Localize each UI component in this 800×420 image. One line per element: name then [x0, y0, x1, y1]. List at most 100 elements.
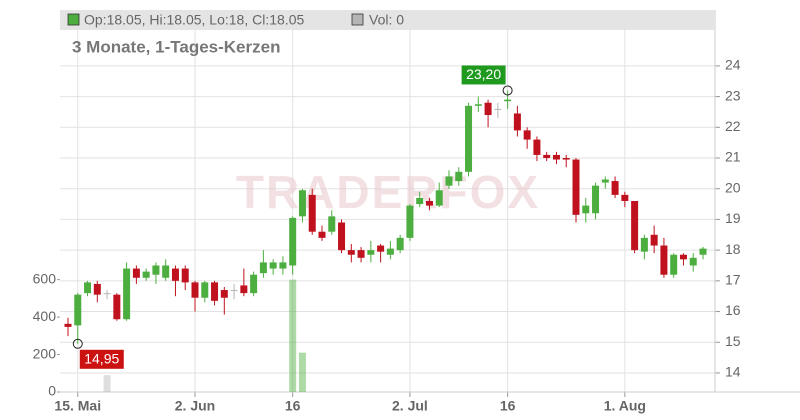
candle-body: [171, 268, 179, 281]
candle-body: [220, 290, 228, 298]
annotation-point: [72, 338, 83, 349]
candle-body: [621, 194, 629, 201]
candle-body: [445, 176, 453, 186]
candle-body: [611, 181, 619, 195]
candle-body: [562, 158, 570, 160]
y-tick-label: 18: [725, 241, 741, 257]
candle-body: [367, 250, 375, 255]
candle-body: [240, 285, 248, 294]
candle-body: [631, 201, 639, 251]
candle-body: [504, 99, 512, 102]
y-tick-label: 20: [725, 179, 741, 195]
candle-body: [592, 185, 600, 214]
y-tick-label: 15: [725, 333, 741, 349]
candle-body: [142, 271, 150, 278]
candle-body: [84, 282, 92, 294]
candle-body: [181, 268, 189, 283]
header-volume: Vol: 0: [369, 12, 404, 28]
candle-body: [582, 205, 590, 214]
candle-body: [523, 130, 531, 140]
candle-body: [113, 294, 121, 320]
candle-body: [396, 237, 404, 251]
candle-body: [289, 217, 297, 266]
candle-body: [74, 294, 82, 326]
candle-body: [377, 245, 385, 252]
candle-body: [679, 254, 687, 260]
header-bar: [60, 10, 715, 30]
header-ohlc: Op:18.05, Hi:18.05, Lo:18, Cl:18.05: [84, 12, 304, 28]
candle-body: [357, 250, 365, 258]
candle-body: [269, 262, 277, 269]
y-tick-label: 19: [725, 210, 741, 226]
candle-body: [230, 290, 238, 292]
volume-tick-label: 200: [33, 345, 57, 361]
candle-body: [201, 282, 209, 298]
subtitle: 3 Monate, 1-Tages-Kerzen: [72, 37, 280, 56]
candle-body: [513, 113, 521, 131]
volume-bar: [103, 375, 111, 392]
candle-body: [298, 190, 306, 217]
candle-body: [386, 248, 394, 255]
candle-body: [279, 262, 287, 269]
candle-body: [670, 254, 678, 275]
candle-body: [640, 237, 648, 252]
candle-body: [465, 105, 473, 172]
candle-body: [123, 268, 131, 320]
annotation-point: [502, 85, 513, 96]
volume-bar: [289, 279, 297, 392]
candle-body: [318, 231, 326, 238]
candle-body: [435, 190, 443, 206]
candle-body: [328, 216, 336, 232]
x-tick-label: 1. Aug: [604, 398, 646, 414]
x-tick-label: 2. Jun: [175, 398, 215, 414]
volume-tick-label: 0: [48, 383, 56, 399]
candle-body: [103, 293, 111, 295]
candle-body: [533, 139, 541, 155]
candle-body: [152, 265, 160, 275]
y-tick-label: 14: [725, 364, 741, 380]
candle-body: [132, 268, 140, 278]
candle-body: [93, 283, 101, 295]
volume-tick-label: 600: [33, 270, 57, 286]
y-tick-label: 21: [725, 149, 741, 165]
annotation-box: [79, 349, 124, 369]
candle-body: [259, 262, 267, 274]
candle-body: [347, 250, 355, 255]
candle-body: [64, 323, 72, 327]
watermark: TRADERFOX: [236, 166, 540, 218]
candle-body: [660, 245, 668, 275]
y-tick-label: 16: [725, 302, 741, 318]
candle-body: [338, 222, 346, 251]
x-tick-label: 16: [500, 398, 516, 414]
volume-tick-label: 400: [33, 308, 57, 324]
annotation-label: 14,95: [84, 350, 119, 366]
candle-body: [406, 205, 414, 238]
candle-body: [601, 179, 609, 183]
candle-body: [650, 234, 658, 246]
candle-body: [494, 108, 502, 110]
candle-body: [689, 257, 697, 266]
x-tick-label: 2. Jul: [392, 398, 428, 414]
candle-body: [474, 104, 482, 106]
candle-body: [250, 274, 258, 294]
x-tick-label: 16: [285, 398, 301, 414]
y-tick-label: 22: [725, 118, 741, 134]
candle-body: [455, 171, 463, 182]
annotation-box: [461, 65, 506, 85]
annotation-label: 23,20: [466, 66, 501, 82]
candle-body: [484, 102, 492, 116]
candle-body: [699, 248, 707, 255]
candle-body: [211, 282, 219, 301]
candle-body: [543, 154, 551, 159]
y-tick-label: 23: [725, 87, 741, 103]
candle-body: [191, 282, 199, 298]
candle-body: [308, 194, 316, 232]
candle-body: [416, 197, 424, 205]
y-tick-label: 24: [725, 57, 741, 73]
y-tick-label: 17: [725, 272, 741, 288]
candle-body: [572, 159, 580, 215]
x-tick-label: 15. Mai: [54, 398, 101, 414]
header-volume-icon: [351, 13, 364, 26]
candle-body: [162, 265, 170, 278]
